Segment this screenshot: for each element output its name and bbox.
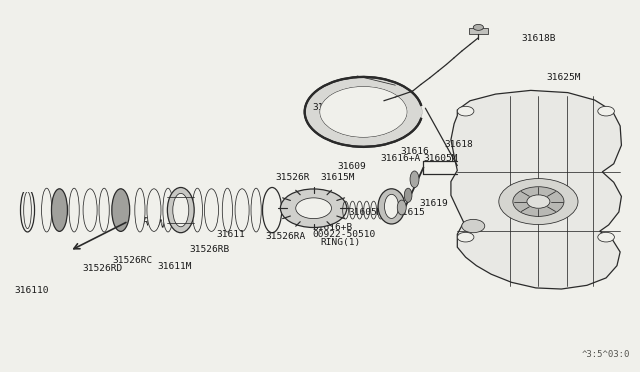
Circle shape xyxy=(305,78,422,146)
Ellipse shape xyxy=(262,187,282,233)
Circle shape xyxy=(598,106,614,116)
Text: 31615: 31615 xyxy=(397,208,426,217)
Circle shape xyxy=(458,232,474,242)
Ellipse shape xyxy=(410,171,419,187)
Circle shape xyxy=(320,87,407,137)
Text: 31625M: 31625M xyxy=(547,73,581,82)
Text: 31605M: 31605M xyxy=(424,154,458,164)
Text: 31630: 31630 xyxy=(312,103,341,112)
Circle shape xyxy=(296,198,332,219)
Text: RING(1): RING(1) xyxy=(320,238,360,247)
Text: ^3:5^03:0: ^3:5^03:0 xyxy=(581,350,630,359)
Circle shape xyxy=(527,195,550,208)
Text: 31611: 31611 xyxy=(216,231,245,240)
Text: 31615M: 31615M xyxy=(320,173,355,182)
Circle shape xyxy=(280,189,347,228)
Ellipse shape xyxy=(222,188,232,232)
Text: 31618B: 31618B xyxy=(521,34,556,43)
Text: 31619: 31619 xyxy=(419,199,448,208)
Ellipse shape xyxy=(397,200,406,215)
Ellipse shape xyxy=(378,189,405,224)
Ellipse shape xyxy=(83,189,97,231)
Text: 31526RA: 31526RA xyxy=(266,232,306,241)
Ellipse shape xyxy=(192,188,202,232)
Text: 31605MA: 31605MA xyxy=(349,208,389,217)
Ellipse shape xyxy=(112,189,130,231)
Circle shape xyxy=(499,179,578,225)
Ellipse shape xyxy=(99,188,109,232)
Circle shape xyxy=(598,232,614,242)
Circle shape xyxy=(473,25,483,31)
Ellipse shape xyxy=(251,188,261,232)
Text: 31616+A: 31616+A xyxy=(381,154,421,164)
Ellipse shape xyxy=(235,189,249,231)
Text: 31609: 31609 xyxy=(338,162,367,171)
Ellipse shape xyxy=(51,189,67,231)
Text: 31618: 31618 xyxy=(445,140,473,149)
Ellipse shape xyxy=(173,193,189,227)
Text: 31616: 31616 xyxy=(401,147,429,156)
Polygon shape xyxy=(451,90,621,289)
Ellipse shape xyxy=(404,188,412,202)
Ellipse shape xyxy=(385,194,399,218)
Circle shape xyxy=(513,187,564,217)
Text: 31616+B: 31616+B xyxy=(312,223,353,232)
Circle shape xyxy=(458,106,474,116)
Circle shape xyxy=(320,87,407,137)
Text: 31526RB: 31526RB xyxy=(189,245,229,254)
Text: 31526RC: 31526RC xyxy=(113,256,153,265)
Ellipse shape xyxy=(147,189,161,231)
Ellipse shape xyxy=(42,188,52,232)
Text: 00922-50510: 00922-50510 xyxy=(312,231,376,240)
Bar xyxy=(19,187,36,192)
Text: 31526R: 31526R xyxy=(275,173,310,182)
Text: 31611M: 31611M xyxy=(157,262,191,271)
Ellipse shape xyxy=(204,189,218,231)
Ellipse shape xyxy=(163,188,173,232)
Ellipse shape xyxy=(135,188,145,232)
Ellipse shape xyxy=(168,187,194,233)
Text: FRONT: FRONT xyxy=(136,217,173,231)
Text: 316110: 316110 xyxy=(15,286,49,295)
Text: 31526RD: 31526RD xyxy=(83,264,123,273)
Bar xyxy=(468,28,488,34)
Ellipse shape xyxy=(69,188,79,232)
Circle shape xyxy=(462,219,484,233)
